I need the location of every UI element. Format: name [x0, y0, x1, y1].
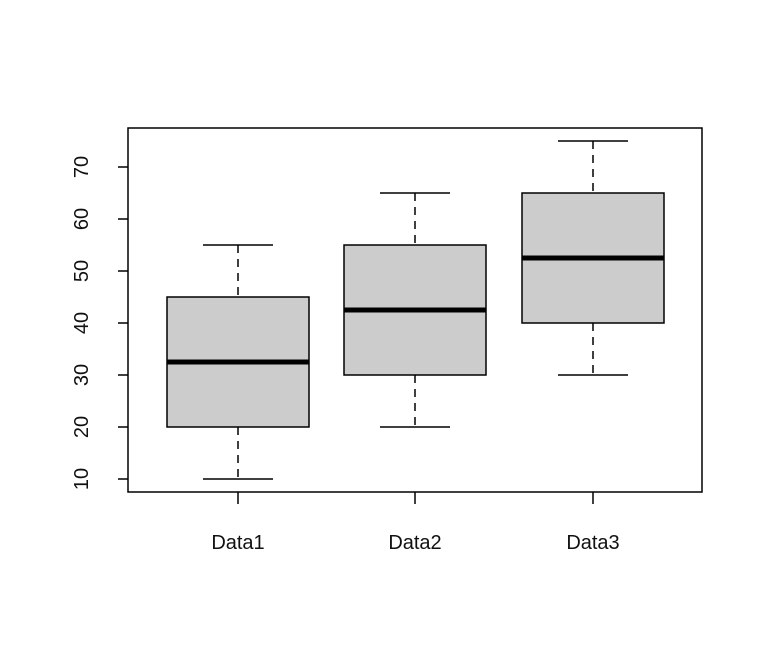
y-tick-label: 60 [71, 208, 93, 230]
y-tick-label: 30 [71, 364, 93, 386]
y-tick-label: 10 [71, 468, 93, 490]
y-tick-label: 40 [71, 312, 93, 334]
y-tick-label: 70 [71, 156, 93, 178]
x-tick-label: Data3 [566, 532, 619, 554]
x-tick-label: Data2 [388, 532, 441, 554]
y-tick-label: 50 [71, 260, 93, 282]
y-tick-label: 20 [71, 416, 93, 438]
x-tick-label: Data1 [211, 532, 264, 554]
